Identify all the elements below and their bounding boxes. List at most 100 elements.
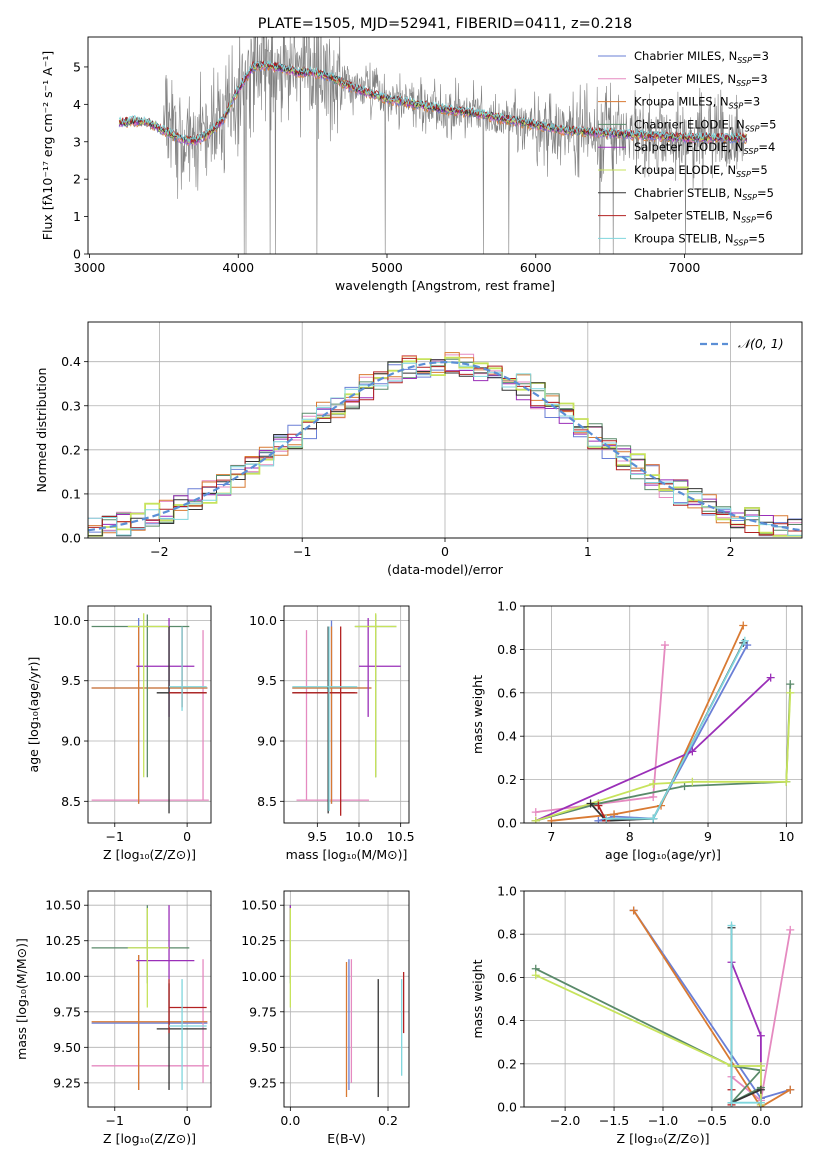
weight-marker-kroupa_elodie xyxy=(782,777,791,786)
x-tick-label: −1 xyxy=(293,544,311,559)
legend-sub: SSP xyxy=(737,56,752,65)
y-tick-label: 0.0 xyxy=(497,816,517,831)
x-axis-label: mass [log₁₀(M/M⊙)] xyxy=(286,847,408,862)
legend-tail: =5 xyxy=(757,186,774,200)
legend-label: Kroupa ELODIE, NSSP=5 xyxy=(634,163,768,179)
legend-label: Kroupa MILES, NSSP=3 xyxy=(634,95,760,111)
x-tick-label: −1 xyxy=(106,829,124,844)
weight-marker-chabrier_elodie xyxy=(680,782,689,791)
y-tick-label: 4 xyxy=(73,97,81,112)
y-axis-label: mass weight xyxy=(470,675,485,754)
chart-age_vs_Z: −1 0 8.5 9.0 9.5 10.0 Z [log₁₀(Z/Z⊙)] age [log₁… xyxy=(26,605,212,862)
legend-text: Chabrier STELIB, N xyxy=(634,186,742,200)
legend-tail: =5 xyxy=(760,117,777,131)
chart-residuals: 𝒩(0, 1) −2 −1 0 1 2 0.0 0.1 0.2 0.3 0.4 (data-model… xyxy=(34,321,803,577)
y-axis-label: Normed distribution xyxy=(34,368,49,493)
x-tick-label: 1 xyxy=(584,544,592,559)
legend-sub: SSP xyxy=(734,238,749,247)
weight-marker-salpeter_miles xyxy=(649,792,658,801)
y-tick-label: 0.4 xyxy=(61,354,81,369)
weight-marker-salpeter_stelib xyxy=(594,801,603,810)
x-tick-label: 4000 xyxy=(222,260,254,275)
y-tick-label: 10.50 xyxy=(45,898,81,913)
y-tick-label: 0.2 xyxy=(497,772,517,787)
plot-area xyxy=(292,613,401,816)
legend-tail: =5 xyxy=(751,163,768,177)
legend-sub: SSP xyxy=(741,216,756,225)
y-tick-label: 10.00 xyxy=(45,969,81,984)
x-tick-label: 0 xyxy=(183,1113,191,1128)
y-tick-label: 0.4 xyxy=(497,729,517,744)
weight-marker-kroupa_stelib xyxy=(727,1098,736,1107)
chart-mass_vs_ebv: 0.0 0.2 9.25 9.50 9.75 10.00 10.25 10.50 E(B-V) xyxy=(241,890,410,1146)
weight-marker-kroupa_miles xyxy=(610,810,619,819)
normal-curve xyxy=(88,360,802,532)
weight-marker-kroupa_elodie xyxy=(649,779,658,788)
chart-weight_vs_Z: −2.0 −1.5 −1.0 −0.5 0.0 0.0 0.2 0.4 0.6 0.8 1.0 Z [… xyxy=(470,884,803,1146)
x-tick-label: 2 xyxy=(727,544,735,559)
legend-tail: =4 xyxy=(758,140,775,154)
y-tick-label: 0.3 xyxy=(61,398,81,413)
y-axis-label: mass weight xyxy=(470,959,485,1038)
y-tick-label: 9.0 xyxy=(61,734,81,749)
y-tick-label: 9.5 xyxy=(61,673,81,688)
legend-sub: SSP xyxy=(742,193,757,202)
legend-label: Chabrier STELIB, NSSP=5 xyxy=(634,186,774,202)
x-tick-label: 10 xyxy=(778,829,794,844)
legend-label: Salpeter MILES, NSSP=3 xyxy=(634,72,768,88)
x-tick-label: 5000 xyxy=(371,260,403,275)
y-tick-label: 8.5 xyxy=(257,794,277,809)
y-tick-label: 0.6 xyxy=(497,685,517,700)
weight-marker-kroupa_stelib xyxy=(740,636,749,645)
plot-area xyxy=(289,905,405,1098)
weight-line-kroupa_miles xyxy=(551,625,745,822)
data-spectrum xyxy=(118,37,745,254)
plot-area xyxy=(91,613,209,814)
y-tick-label: 0.1 xyxy=(61,486,81,501)
legend-text: Salpeter ELODIE, N xyxy=(634,140,744,154)
legend-text: Kroupa ELODIE, N xyxy=(634,163,736,177)
axes-frame xyxy=(523,605,803,824)
legend-sub: SSP xyxy=(736,79,751,88)
x-tick-label: 0.2 xyxy=(378,1113,398,1128)
y-tick-label: 9.25 xyxy=(249,1075,277,1090)
weight-marker-kroupa_stelib xyxy=(649,814,658,823)
weight-marker-kroupa_elodie xyxy=(688,777,697,786)
x-tick-label: 10.0 xyxy=(345,829,373,844)
y-tick-label: 1.0 xyxy=(497,599,517,614)
y-tick-label: 10.00 xyxy=(241,969,277,984)
x-tick-label: 7 xyxy=(547,829,555,844)
legend-label: Chabrier MILES, NSSP=3 xyxy=(634,49,769,65)
x-axis-label: (data-model)/error xyxy=(387,562,504,577)
legend-sub: SSP xyxy=(744,147,759,156)
legend-text: Salpeter MILES, N xyxy=(634,72,736,86)
weight-marker-kroupa_stelib xyxy=(727,921,736,930)
weight-marker-salpeter_miles xyxy=(531,808,540,817)
x-tick-label: 9 xyxy=(704,829,712,844)
weight-marker-salpeter_elodie xyxy=(688,747,697,756)
x-tick-label: −2 xyxy=(150,544,168,559)
legend-label: 𝒩(0, 1) xyxy=(738,336,784,351)
y-tick-label: 0.8 xyxy=(497,927,517,942)
chart-title: PLATE=1505, MJD=52941, FIBERID=0411, z=0… xyxy=(258,16,632,32)
y-axis-label: age [log₁₀(age/yr)] xyxy=(26,657,41,773)
x-axis-label: wavelength [Angstrom, rest frame] xyxy=(335,278,555,293)
weight-line-kroupa_elodie xyxy=(535,974,762,1105)
weight-marker-chabrier_miles xyxy=(594,816,603,823)
weight-marker-salpeter_elodie xyxy=(756,1031,765,1040)
x-tick-label: 0 xyxy=(183,829,191,844)
legend-tail: =3 xyxy=(743,95,760,109)
axes-frame xyxy=(283,890,410,1108)
weight-line-kroupa_miles xyxy=(632,909,791,1107)
y-tick-label: 0.2 xyxy=(497,1056,517,1071)
weight-marker-kroupa_elodie xyxy=(786,688,795,697)
chart-age_vs_mass: 9.5 10.0 10.5 8.5 9.0 9.5 10.0 mass [log₁₀(M/M⊙… xyxy=(249,605,415,862)
y-tick-label: 0.0 xyxy=(497,1100,517,1115)
legend-text: Chabrier ELODIE, N xyxy=(634,117,745,131)
y-tick-label: 2 xyxy=(73,172,81,187)
x-tick-label: −0.5 xyxy=(697,1113,727,1128)
x-tick-label: 0.0 xyxy=(280,1113,300,1128)
legend-sub: SSP xyxy=(745,124,760,133)
weight-marker-kroupa_stelib xyxy=(602,814,611,823)
